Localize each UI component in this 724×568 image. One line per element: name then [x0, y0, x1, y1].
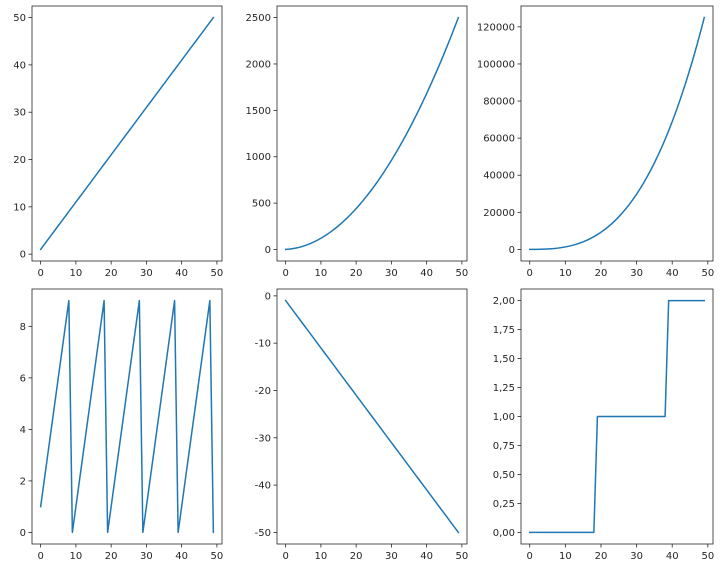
x-tick-label: 0	[282, 268, 288, 279]
x-tick-label: 10	[559, 268, 572, 279]
x-tick-label: 50	[701, 268, 714, 279]
y-tick-label: -40	[255, 481, 271, 492]
axes-frame	[276, 5, 468, 262]
x-tick-label: 20	[595, 551, 608, 562]
x-tick-label: 30	[140, 268, 153, 279]
y-tick-label: 120000	[477, 22, 515, 33]
x-tick-label: 0	[527, 268, 533, 279]
y-tick-label: 1,25	[493, 383, 515, 394]
x-tick-label: 0	[37, 268, 43, 279]
y-tick-label: 1,00	[493, 412, 515, 423]
series-line	[528, 299, 706, 534]
y-tick-label: 80000	[483, 97, 515, 108]
x-tick-label: 30	[140, 551, 153, 562]
x-tick-label: 10	[70, 268, 83, 279]
x-tick-label: 0	[527, 551, 533, 562]
y-tick-label: 40000	[483, 171, 515, 182]
series-line	[284, 16, 460, 251]
series-line	[528, 16, 706, 251]
series-line	[39, 16, 215, 251]
x-tick-label: 30	[630, 551, 643, 562]
y-tick-label: 1000	[246, 152, 271, 163]
x-tick-label: 20	[350, 551, 363, 562]
axes-frame	[31, 5, 223, 262]
y-tick-label: 30	[13, 108, 26, 119]
subplot-3: 0 10 20 30 40 50 0 20000 40000 60000 80000 100000 12…	[477, 5, 714, 279]
x-tick-label: 30	[385, 551, 398, 562]
x-tick-label: 10	[315, 551, 328, 562]
y-tick-label: -30	[255, 433, 271, 444]
axes-frame	[520, 5, 714, 262]
subplot-6: 0 10 20 30 40 50 0,00 0,25 0,50 0,75 1,00 1,25 1,50 1…	[493, 288, 714, 562]
y-tick-label: 20	[13, 155, 26, 166]
series-line	[39, 299, 215, 534]
x-tick-label: 10	[559, 551, 572, 562]
y-tick-label: 2,00	[493, 296, 515, 307]
y-tick-label: 10	[13, 202, 26, 213]
y-tick-label: -20	[255, 386, 271, 397]
x-tick-label: 50	[211, 551, 224, 562]
subplot-4: 0 10 20 30 40 50 0 2 4 6 8	[20, 288, 224, 562]
y-tick-label: 2000	[246, 59, 271, 70]
y-tick-label: 20000	[483, 208, 515, 219]
axes-frame	[31, 288, 223, 545]
y-tick-label: 4	[20, 425, 26, 436]
y-tick-label: 2500	[246, 13, 271, 24]
x-tick-label: 50	[456, 268, 469, 279]
x-tick-label: 20	[105, 551, 118, 562]
y-tick-label: -50	[255, 528, 271, 539]
x-tick-label: 20	[350, 268, 363, 279]
y-tick-label: 0	[509, 245, 515, 256]
y-tick-label: 0	[265, 245, 271, 256]
x-tick-label: 20	[595, 268, 608, 279]
y-tick-label: 0,25	[493, 499, 515, 510]
x-tick-label: 10	[70, 551, 83, 562]
subplot-1: 0 10 20 30 40 50 0 10 20 30 40 50	[13, 5, 224, 279]
x-tick-label: 40	[175, 268, 188, 279]
x-tick-label: 50	[211, 268, 224, 279]
y-tick-label: 6	[20, 373, 26, 384]
y-tick-label: 500	[252, 199, 271, 210]
x-tick-label: 0	[282, 551, 288, 562]
y-tick-label: 8	[20, 322, 26, 333]
y-tick-label: 0,75	[493, 441, 515, 452]
y-tick-label: 0	[20, 250, 26, 261]
y-tick-label: 1,50	[493, 354, 515, 365]
x-tick-label: 40	[175, 551, 188, 562]
y-tick-label: 0	[265, 291, 271, 302]
y-tick-label: 0,50	[493, 470, 515, 481]
subplot-5: 0 10 20 30 40 50 0 -10 -20 -30 -40 -50	[255, 288, 469, 562]
x-tick-label: 30	[630, 268, 643, 279]
x-tick-label: 0	[37, 551, 43, 562]
x-tick-label: 50	[456, 551, 469, 562]
x-tick-label: 40	[420, 268, 433, 279]
x-tick-label: 10	[315, 268, 328, 279]
y-tick-label: 1,75	[493, 325, 515, 336]
series-line	[284, 299, 460, 534]
x-tick-label: 50	[701, 551, 714, 562]
y-tick-label: 1500	[246, 106, 271, 117]
x-tick-label: 40	[420, 551, 433, 562]
y-tick-label: 0	[20, 528, 26, 539]
y-tick-label: -10	[255, 339, 271, 350]
x-tick-label: 40	[666, 551, 679, 562]
x-tick-label: 20	[105, 268, 118, 279]
y-tick-label: 60000	[483, 134, 515, 145]
y-tick-label: 2	[20, 476, 26, 487]
y-tick-label: 50	[13, 13, 26, 24]
x-tick-label: 40	[666, 268, 679, 279]
y-tick-label: 0,00	[493, 528, 515, 539]
axes-frame	[276, 288, 468, 545]
x-tick-label: 30	[385, 268, 398, 279]
y-tick-label: 40	[13, 60, 26, 71]
y-tick-label: 100000	[477, 59, 515, 70]
